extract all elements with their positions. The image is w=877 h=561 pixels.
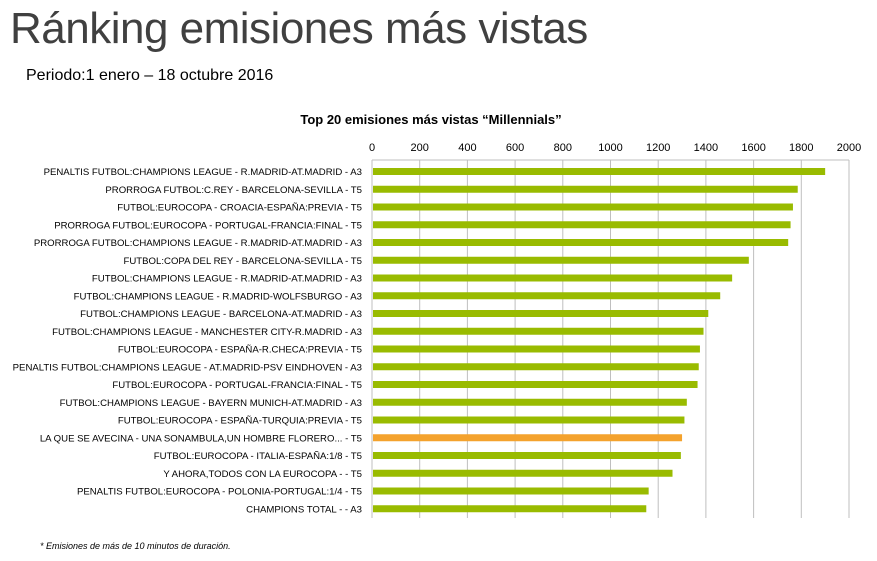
bar [373,363,699,371]
bar [373,256,749,264]
category-label: FUTBOL:EUROCOPA - ITALIA-ESPAÑA:1/8 - T5 [154,451,362,462]
category-label: FUTBOL:EUROCOPA - ESPAÑA-R.CHECA:PREVIA … [118,345,362,356]
category-label: FUTBOL:CHAMPIONS LEAGUE - MANCHESTER CIT… [52,327,362,338]
bar [373,327,704,335]
bar [373,487,649,495]
bar [373,168,826,175]
bar [373,416,685,424]
gridlines [371,159,850,518]
bar [373,221,791,229]
category-label: FUTBOL:EUROCOPA - CROACIA-ESPAÑA:PREVIA … [117,203,362,214]
category-label: FUTBOL:CHAMPIONS LEAGUE - BAYERN MUNICH-… [60,398,362,409]
category-label: PRORROGA FUTBOL:CHAMPIONS LEAGUE - R.MAD… [34,238,362,249]
x-tick-label: 400 [458,142,476,154]
category-label: FUTBOL:CHAMPIONS LEAGUE - BARCELONA-AT.M… [80,309,362,320]
page-title: Ránking emisiones más vistas [10,4,588,53]
category-label: PENALTIS FUTBOL:CHAMPIONS LEAGUE - R.MAD… [44,167,362,178]
category-label: PRORROGA FUTBOL:C.REY - BARCELONA-SEVILL… [105,185,362,196]
bar [373,185,798,193]
bar [373,203,793,211]
x-tick-label: 800 [554,142,572,154]
bar [373,239,789,246]
x-tick-label: 1800 [789,142,813,154]
bars [373,168,826,513]
x-tick-label: 200 [411,142,429,154]
bar [373,434,683,442]
bar [373,452,681,459]
bar [373,292,721,300]
bar [373,469,673,477]
x-tick-label: 2000 [837,142,861,154]
x-axis-ticks: 0 200 400 600 800 1000 1200 1400 1600 1800 2000 [369,142,861,154]
bar [373,310,709,317]
x-tick-label: 1200 [646,142,670,154]
x-tick-label: 1600 [741,142,765,154]
category-label: Y AHORA,TODOS CON LA EUROCOPA - - T5 [163,469,362,480]
category-label: CHAMPIONS TOTAL - - A3 [246,504,362,515]
chart-title: Top 20 emisiones más vistas “Millennials… [300,112,561,127]
category-label: PENALTIS FUTBOL:EUROCOPA - POLONIA-PORTU… [77,487,362,498]
x-tick-label: 1400 [694,142,718,154]
category-label: PENALTIS FUTBOL:CHAMPIONS LEAGUE - AT.MA… [13,362,362,373]
bar [373,345,700,353]
category-label: FUTBOL:EUROCOPA - ESPAÑA-TURQUIA:PREVIA … [118,416,362,427]
x-tick-label: 600 [506,142,524,154]
category-label: FUTBOL:EUROCOPA - PORTUGAL-FRANCIA:FINAL… [112,380,362,391]
bar [373,274,733,282]
category-labels: PENALTIS FUTBOL:CHAMPIONS LEAGUE - R.MAD… [13,167,362,515]
category-label: FUTBOL:CHAMPIONS LEAGUE - R.MADRID-WOLFS… [74,291,362,302]
bar [373,398,687,406]
x-tick-label: 0 [369,142,375,154]
footnote: * Emisiones de más de 10 minutos de dura… [40,541,231,551]
category-label: PRORROGA FUTBOL:EUROCOPA - PORTUGAL-FRAN… [54,220,362,231]
bar [373,381,698,388]
category-label: FUTBOL:CHAMPIONS LEAGUE - R.MADRID-AT.MA… [92,274,362,285]
period-label: Periodo:1 enero – 18 octubre 2016 [26,67,274,84]
bar [373,505,647,513]
category-label: LA QUE SE AVECINA - UNA SONAMBULA,UN HOM… [40,433,362,444]
category-label: FUTBOL:COPA DEL REY - BARCELONA-SEVILLA … [124,256,363,267]
x-tick-label: 1000 [598,142,622,154]
bar-chart: Top 20 emisiones más vistas “Millennials… [13,112,861,518]
